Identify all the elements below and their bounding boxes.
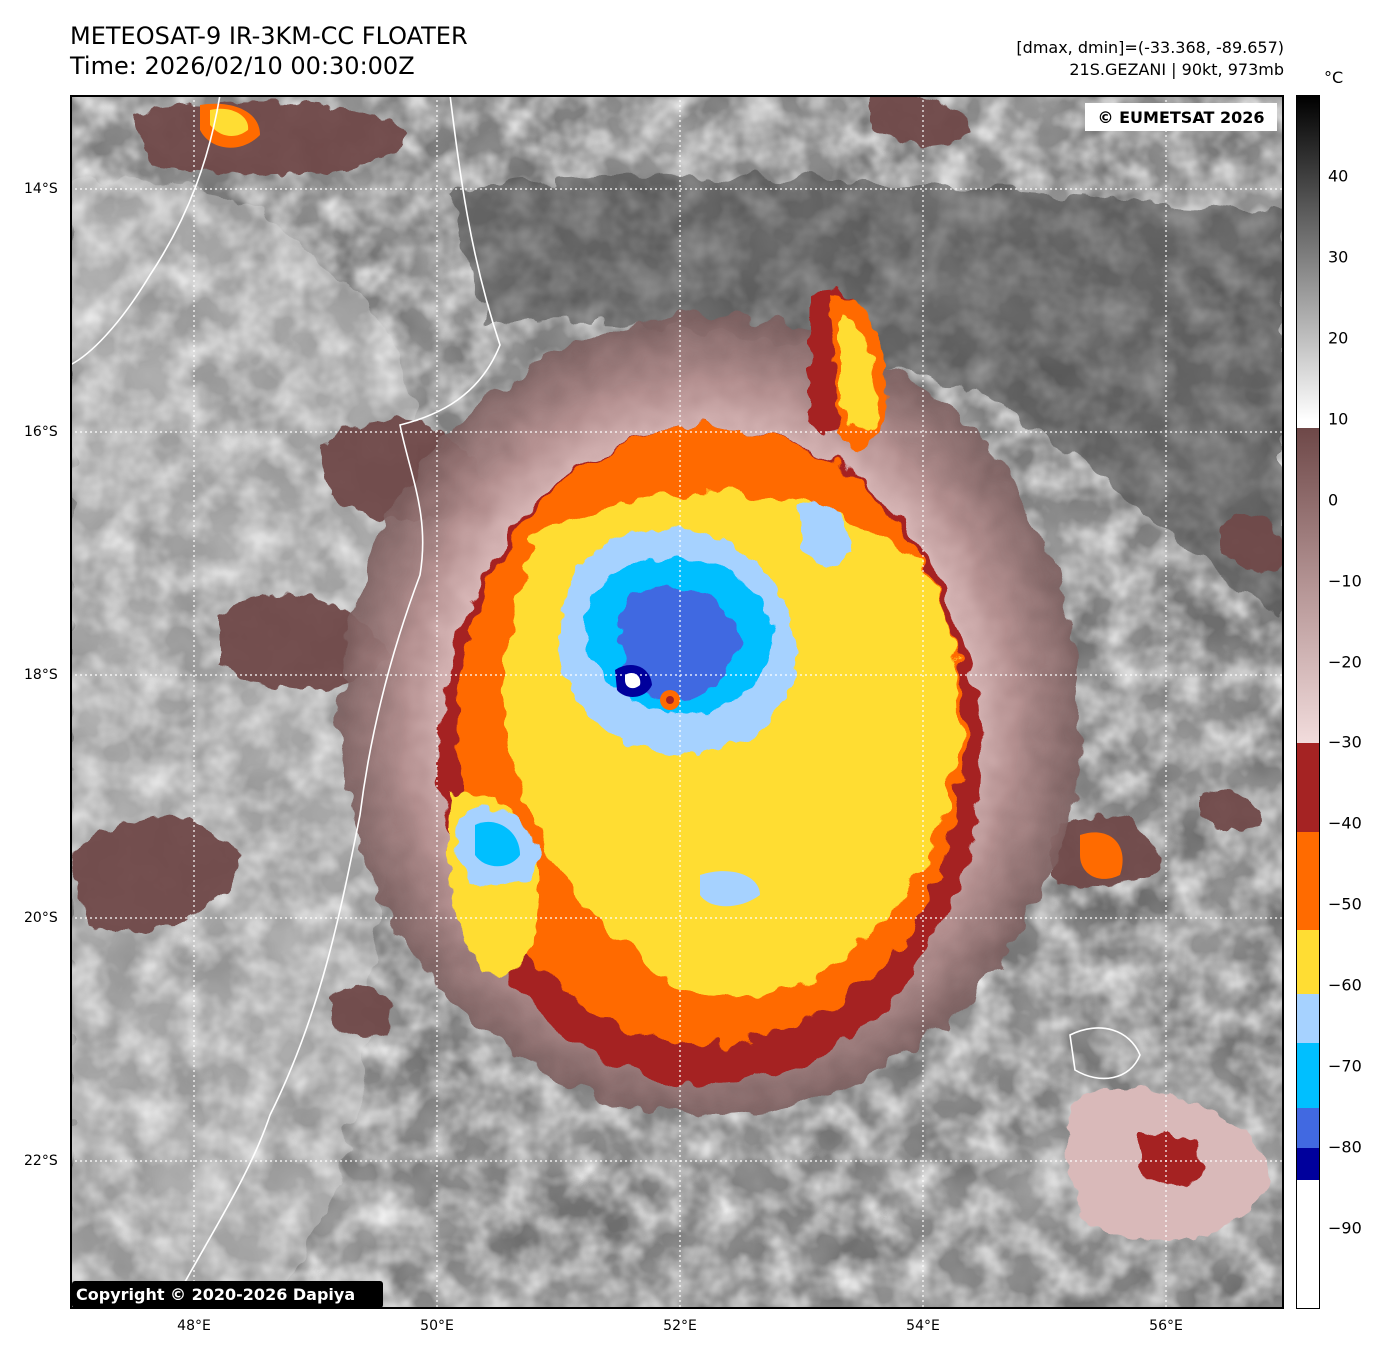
- colorbar-segment: [1297, 1042, 1319, 1108]
- valid-time: Time: 2026/02/10 00:30:00Z: [70, 52, 415, 80]
- colorbar-segment: [1297, 994, 1319, 1043]
- colorbar-segment: [1297, 96, 1319, 420]
- colorbar-tick-label: 0: [1328, 490, 1339, 510]
- dapiya-watermark: Copyright © 2020-2026 Dapiya: [72, 1281, 383, 1308]
- colorbar-segment: [1297, 743, 1319, 833]
- lat-label-16s: 16°S: [24, 424, 58, 440]
- lon-label-52e: 52°E: [663, 1318, 697, 1334]
- storm-info-label: 21S.GEZANI | 90kt, 973mb: [1069, 60, 1284, 79]
- temperature-range-label: [dmax, dmin]=(-33.368, -89.657): [1016, 38, 1284, 57]
- colorbar-tick-label: −40: [1328, 813, 1362, 833]
- colorbar-segment: [1297, 1148, 1319, 1181]
- colorbar-tick-label: −60: [1328, 975, 1362, 995]
- colorbar-segment: [1297, 929, 1319, 995]
- colorbar-segment: [1297, 1107, 1319, 1149]
- colorbar-tick-label: −20: [1328, 652, 1362, 672]
- colorbar-tick-label: −30: [1328, 732, 1362, 752]
- eumetsat-watermark: © EUMETSAT 2026: [1085, 103, 1277, 131]
- lon-label-56e: 56°E: [1149, 1318, 1183, 1334]
- colorbar-segment: [1297, 1180, 1319, 1308]
- lat-label-18s: 18°S: [24, 667, 58, 683]
- graticule: [70, 95, 1284, 1309]
- lon-label-48e: 48°E: [177, 1318, 211, 1334]
- colorbar-tick-label: −70: [1328, 1056, 1362, 1076]
- lon-label-54e: 54°E: [906, 1318, 940, 1334]
- colorbar-unit: °C: [1324, 68, 1344, 87]
- colorbar-tick-label: 40: [1328, 166, 1349, 186]
- lon-label-50e: 50°E: [420, 1318, 454, 1334]
- satellite-map: © EUMETSAT 2026 Copyright © 2020-2026 Da…: [70, 95, 1284, 1309]
- colorbar-tick-label: −80: [1328, 1137, 1362, 1157]
- lat-label-22s: 22°S: [24, 1153, 58, 1169]
- eumetsat-watermark-text: © EUMETSAT 2026: [1098, 108, 1265, 127]
- lat-label-20s: 20°S: [24, 910, 58, 926]
- colorbar-tick-label: 30: [1328, 247, 1349, 267]
- product-title: METEOSAT-9 IR-3KM-CC FLOATER: [70, 22, 468, 50]
- colorbar: [1296, 95, 1320, 1309]
- dapiya-watermark-text: Copyright © 2020-2026 Dapiya: [76, 1285, 355, 1304]
- colorbar-tick-label: 20: [1328, 328, 1349, 348]
- colorbar-segment: [1297, 832, 1319, 930]
- colorbar-segment: [1297, 427, 1319, 744]
- lat-label-14s: 14°S: [24, 181, 58, 197]
- colorbar-tick-label: −10: [1328, 571, 1362, 591]
- colorbar-tick-label: 10: [1328, 409, 1349, 429]
- colorbar-tick-label: −50: [1328, 894, 1362, 914]
- colorbar-tick-label: −90: [1328, 1218, 1362, 1238]
